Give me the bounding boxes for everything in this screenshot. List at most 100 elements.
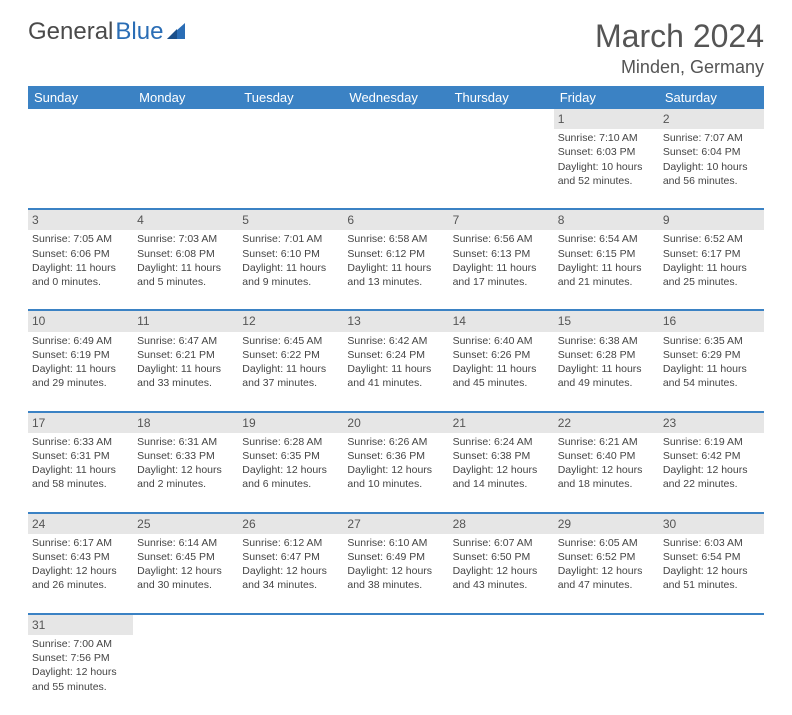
logo: GeneralBlue <box>28 18 189 46</box>
month-title: March 2024 <box>595 18 764 55</box>
weekday-header: Saturday <box>659 86 764 109</box>
day-number-cell: 16 <box>659 310 764 331</box>
day-detail-cell: Sunrise: 6:10 AMSunset: 6:49 PMDaylight:… <box>343 534 448 614</box>
day-detail-cell <box>343 129 448 209</box>
logo-text-blue: Blue <box>115 18 163 46</box>
day-detail-cell: Sunrise: 7:00 AMSunset: 7:56 PMDaylight:… <box>28 635 133 715</box>
day-detail-cell <box>238 129 343 209</box>
day-number-cell: 24 <box>28 513 133 534</box>
calendar-table: Sunday Monday Tuesday Wednesday Thursday… <box>28 86 764 715</box>
weekday-header: Sunday <box>28 86 133 109</box>
location: Minden, Germany <box>595 57 764 78</box>
day-number-cell: 21 <box>449 412 554 433</box>
day-number-cell: 15 <box>554 310 659 331</box>
day-number-cell: 3 <box>28 209 133 230</box>
weekday-header-row: Sunday Monday Tuesday Wednesday Thursday… <box>28 86 764 109</box>
day-number-cell: 11 <box>133 310 238 331</box>
day-number-cell: 7 <box>449 209 554 230</box>
day-detail-cell <box>343 635 448 715</box>
day-number-cell <box>449 109 554 129</box>
weekday-header: Tuesday <box>238 86 343 109</box>
day-detail-cell: Sunrise: 6:54 AMSunset: 6:15 PMDaylight:… <box>554 230 659 310</box>
day-detail-cell <box>449 129 554 209</box>
day-number-cell: 19 <box>238 412 343 433</box>
day-detail-cell: Sunrise: 6:12 AMSunset: 6:47 PMDaylight:… <box>238 534 343 614</box>
day-number-cell: 23 <box>659 412 764 433</box>
day-number-cell: 31 <box>28 614 133 635</box>
day-detail-cell <box>554 635 659 715</box>
day-detail-cell: Sunrise: 6:33 AMSunset: 6:31 PMDaylight:… <box>28 433 133 513</box>
day-number-cell: 26 <box>238 513 343 534</box>
day-number-cell: 13 <box>343 310 448 331</box>
day-detail-cell: Sunrise: 7:03 AMSunset: 6:08 PMDaylight:… <box>133 230 238 310</box>
day-detail-cell: Sunrise: 6:47 AMSunset: 6:21 PMDaylight:… <box>133 332 238 412</box>
day-number-cell <box>659 614 764 635</box>
day-number-cell: 27 <box>343 513 448 534</box>
day-detail-cell <box>28 129 133 209</box>
detail-row: Sunrise: 7:10 AMSunset: 6:03 PMDaylight:… <box>28 129 764 209</box>
day-detail-cell: Sunrise: 6:05 AMSunset: 6:52 PMDaylight:… <box>554 534 659 614</box>
day-detail-cell <box>133 129 238 209</box>
day-number-cell: 20 <box>343 412 448 433</box>
day-detail-cell: Sunrise: 6:24 AMSunset: 6:38 PMDaylight:… <box>449 433 554 513</box>
day-number-cell <box>28 109 133 129</box>
day-detail-cell: Sunrise: 6:38 AMSunset: 6:28 PMDaylight:… <box>554 332 659 412</box>
day-detail-cell: Sunrise: 6:40 AMSunset: 6:26 PMDaylight:… <box>449 332 554 412</box>
day-number-cell: 12 <box>238 310 343 331</box>
day-detail-cell: Sunrise: 6:17 AMSunset: 6:43 PMDaylight:… <box>28 534 133 614</box>
weekday-header: Monday <box>133 86 238 109</box>
day-detail-cell: Sunrise: 6:56 AMSunset: 6:13 PMDaylight:… <box>449 230 554 310</box>
daynum-row: 31 <box>28 614 764 635</box>
header: GeneralBlue March 2024 Minden, Germany <box>28 18 764 78</box>
day-number-cell <box>343 109 448 129</box>
weekday-header: Friday <box>554 86 659 109</box>
day-number-cell: 9 <box>659 209 764 230</box>
daynum-row: 10111213141516 <box>28 310 764 331</box>
day-number-cell <box>133 614 238 635</box>
day-detail-cell: Sunrise: 6:14 AMSunset: 6:45 PMDaylight:… <box>133 534 238 614</box>
daynum-row: 24252627282930 <box>28 513 764 534</box>
day-detail-cell: Sunrise: 6:42 AMSunset: 6:24 PMDaylight:… <box>343 332 448 412</box>
daynum-row: 12 <box>28 109 764 129</box>
day-number-cell: 10 <box>28 310 133 331</box>
day-detail-cell <box>659 635 764 715</box>
weekday-header: Wednesday <box>343 86 448 109</box>
day-detail-cell: Sunrise: 6:07 AMSunset: 6:50 PMDaylight:… <box>449 534 554 614</box>
day-number-cell: 28 <box>449 513 554 534</box>
day-number-cell <box>238 109 343 129</box>
day-number-cell: 5 <box>238 209 343 230</box>
day-number-cell: 14 <box>449 310 554 331</box>
day-number-cell: 2 <box>659 109 764 129</box>
day-number-cell: 1 <box>554 109 659 129</box>
day-detail-cell: Sunrise: 6:58 AMSunset: 6:12 PMDaylight:… <box>343 230 448 310</box>
day-detail-cell: Sunrise: 6:31 AMSunset: 6:33 PMDaylight:… <box>133 433 238 513</box>
day-number-cell: 6 <box>343 209 448 230</box>
day-detail-cell <box>238 635 343 715</box>
detail-row: Sunrise: 7:05 AMSunset: 6:06 PMDaylight:… <box>28 230 764 310</box>
day-detail-cell <box>449 635 554 715</box>
day-number-cell: 18 <box>133 412 238 433</box>
day-number-cell: 17 <box>28 412 133 433</box>
day-detail-cell: Sunrise: 7:01 AMSunset: 6:10 PMDaylight:… <box>238 230 343 310</box>
weekday-header: Thursday <box>449 86 554 109</box>
day-detail-cell: Sunrise: 6:03 AMSunset: 6:54 PMDaylight:… <box>659 534 764 614</box>
day-number-cell <box>449 614 554 635</box>
daynum-row: 17181920212223 <box>28 412 764 433</box>
day-number-cell: 8 <box>554 209 659 230</box>
day-number-cell <box>554 614 659 635</box>
day-number-cell: 25 <box>133 513 238 534</box>
day-detail-cell: Sunrise: 6:52 AMSunset: 6:17 PMDaylight:… <box>659 230 764 310</box>
day-detail-cell: Sunrise: 6:19 AMSunset: 6:42 PMDaylight:… <box>659 433 764 513</box>
day-number-cell <box>238 614 343 635</box>
day-number-cell: 30 <box>659 513 764 534</box>
logo-text-general: General <box>28 18 113 46</box>
detail-row: Sunrise: 6:49 AMSunset: 6:19 PMDaylight:… <box>28 332 764 412</box>
day-number-cell: 22 <box>554 412 659 433</box>
day-detail-cell: Sunrise: 7:10 AMSunset: 6:03 PMDaylight:… <box>554 129 659 209</box>
day-detail-cell <box>133 635 238 715</box>
day-detail-cell: Sunrise: 6:35 AMSunset: 6:29 PMDaylight:… <box>659 332 764 412</box>
day-detail-cell: Sunrise: 6:21 AMSunset: 6:40 PMDaylight:… <box>554 433 659 513</box>
detail-row: Sunrise: 6:33 AMSunset: 6:31 PMDaylight:… <box>28 433 764 513</box>
day-number-cell <box>343 614 448 635</box>
day-detail-cell: Sunrise: 6:26 AMSunset: 6:36 PMDaylight:… <box>343 433 448 513</box>
